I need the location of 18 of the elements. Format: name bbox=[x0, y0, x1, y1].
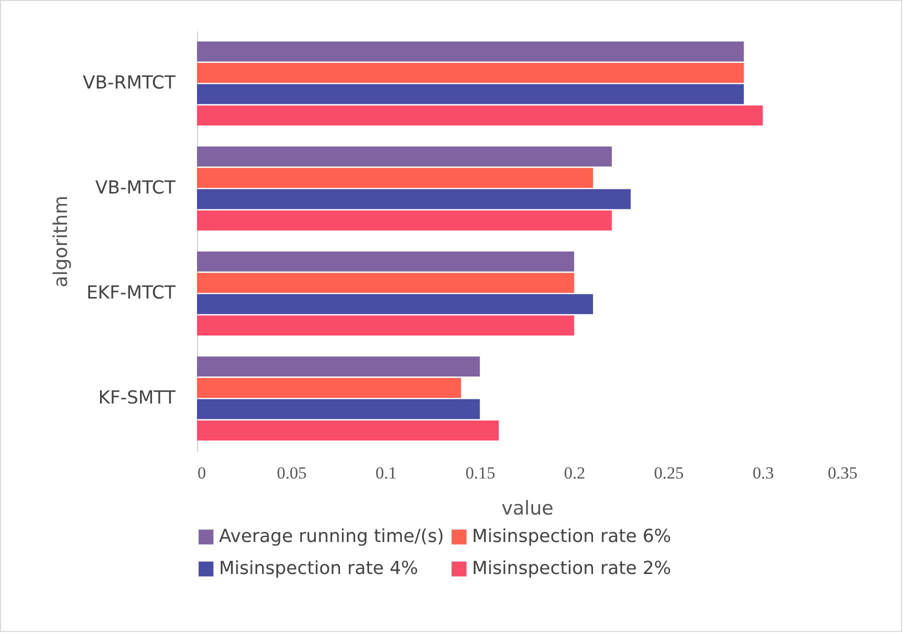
x-tick-label: 0.2 bbox=[564, 464, 586, 482]
legend-label: Misinspection rate 4% bbox=[219, 558, 418, 579]
legend-label: Average running time/(s) bbox=[219, 526, 444, 547]
y-tick-label: VB-MTCT bbox=[95, 178, 176, 198]
x-tick-label: 0.3 bbox=[752, 464, 774, 482]
y-axis-title: algorithm bbox=[50, 196, 72, 288]
legend-label: Misinspection rate 6% bbox=[472, 526, 672, 547]
x-tick-label: 0.05 bbox=[276, 464, 307, 482]
x-tick-label: 0.25 bbox=[654, 464, 684, 482]
x-tick-label: 0.1 bbox=[375, 464, 397, 482]
y-tick-label: EKF-MTCT bbox=[86, 282, 176, 304]
legend-label: Misinspection rate 2% bbox=[472, 558, 672, 579]
x-tick-label: 0.15 bbox=[465, 464, 496, 482]
x-tick-label: 0 bbox=[198, 464, 206, 482]
x-tick-label: 0.35 bbox=[828, 464, 858, 482]
y-tick-label: VB-RMTCT bbox=[82, 72, 176, 94]
x-axis-title: value bbox=[502, 498, 554, 520]
y-tick-label: KF-SMTT bbox=[98, 388, 176, 408]
